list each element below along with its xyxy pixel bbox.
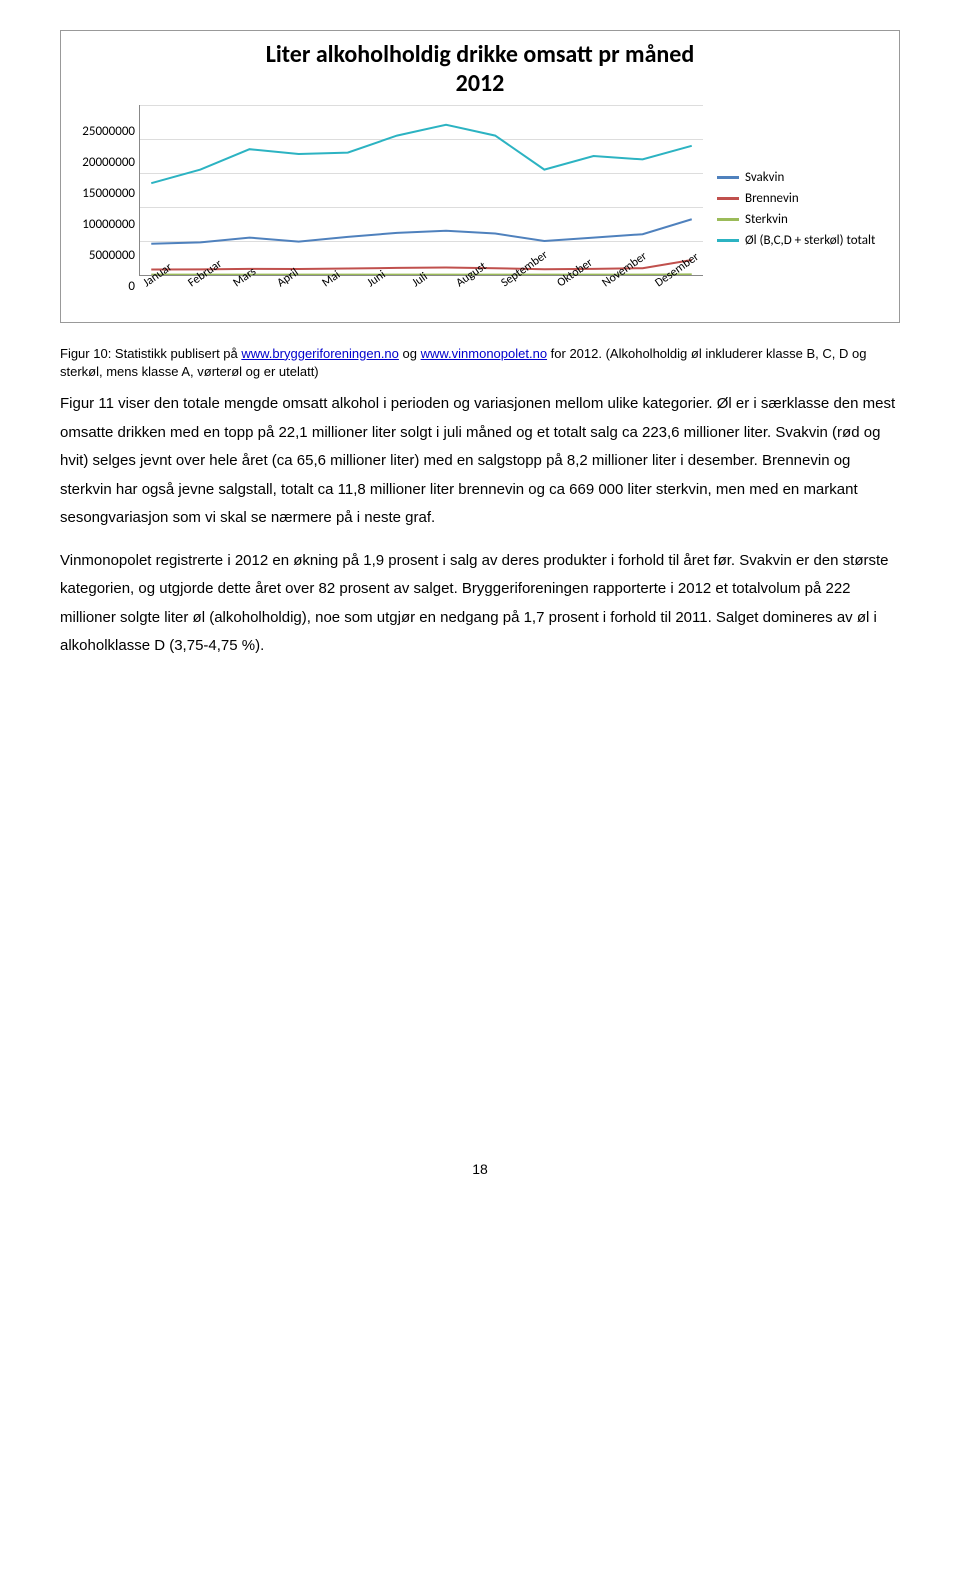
legend-swatch — [717, 176, 739, 179]
legend-swatch — [717, 197, 739, 200]
legend-label: Brennevin — [745, 191, 799, 206]
chart-legend: Svakvin Brennevin Sterkvin Øl (B,C,D + s… — [703, 164, 887, 254]
legend-item-ol: Øl (B,C,D + sterkøl) totalt — [717, 233, 887, 248]
chart-container: Liter alkoholholdig drikke omsatt pr mån… — [60, 30, 900, 323]
y-tick: 25000000 — [73, 124, 135, 139]
chart-title-line2: 2012 — [456, 69, 505, 98]
chart-title: Liter alkoholholdig drikke omsatt pr mån… — [73, 41, 887, 99]
y-tick: 20000000 — [73, 155, 135, 170]
body-text: Figur 11 viser den totale mengde omsatt … — [60, 390, 900, 661]
page-number: 18 — [60, 1161, 900, 1177]
legend-label: Øl (B,C,D + sterkøl) totalt — [745, 233, 875, 248]
figure-caption: Figur 10: Statistikk publisert på www.br… — [60, 345, 900, 383]
legend-swatch — [717, 239, 739, 242]
paragraph-2: Vinmonopolet registrerte i 2012 en øknin… — [60, 547, 900, 661]
legend-item-svakvin: Svakvin — [717, 170, 887, 185]
y-tick: 0 — [73, 279, 135, 294]
chart-plot — [139, 105, 703, 276]
y-tick: 15000000 — [73, 186, 135, 201]
legend-swatch — [717, 218, 739, 221]
caption-link-bryggeri[interactable]: www.bryggeriforeningen.no — [241, 346, 399, 361]
legend-item-brennevin: Brennevin — [717, 191, 887, 206]
x-axis-labels: Januar Februar Mars April Mai Juni Juli … — [139, 276, 703, 314]
chart-lines — [140, 105, 703, 275]
legend-label: Svakvin — [745, 170, 784, 185]
caption-link-vinmonopolet[interactable]: www.vinmonopolet.no — [421, 346, 547, 361]
paragraph-1: Figur 11 viser den totale mengde omsatt … — [60, 390, 900, 533]
chart-plot-wrap: Januar Februar Mars April Mai Juni Juli … — [139, 105, 703, 314]
y-tick: 10000000 — [73, 217, 135, 232]
legend-item-sterkvin: Sterkvin — [717, 212, 887, 227]
caption-prefix: Figur 10: Statistikk publisert på — [60, 346, 241, 361]
legend-label: Sterkvin — [745, 212, 788, 227]
page: Liter alkoholholdig drikke omsatt pr mån… — [0, 0, 960, 1217]
chart-title-line1: Liter alkoholholdig drikke omsatt pr mån… — [266, 40, 695, 69]
y-tick: 5000000 — [73, 248, 135, 263]
caption-mid: og — [399, 346, 421, 361]
y-axis-labels: 25000000 20000000 15000000 10000000 5000… — [73, 124, 139, 294]
chart-body: 25000000 20000000 15000000 10000000 5000… — [73, 105, 887, 314]
